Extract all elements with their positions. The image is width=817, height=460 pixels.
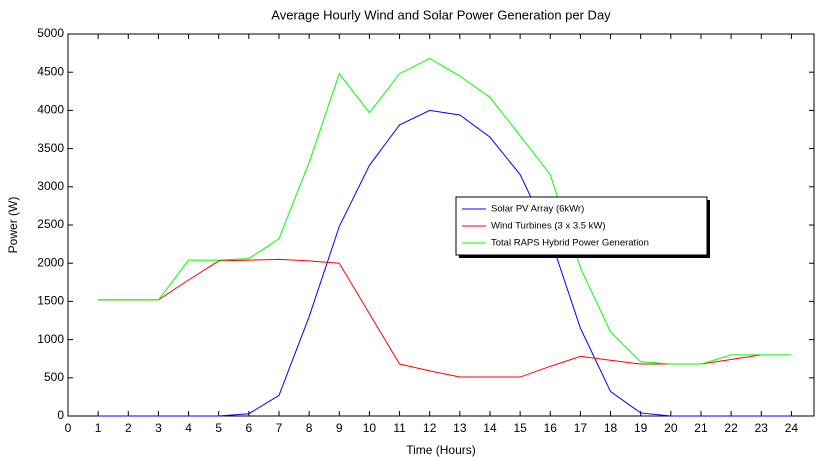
y-tick-label: 0 (57, 408, 64, 422)
x-tick-label: 22 (724, 421, 738, 435)
x-tick-label: 4 (185, 421, 192, 435)
x-tick-label: 17 (574, 421, 588, 435)
x-tick-label: 11 (393, 421, 406, 435)
x-tick-label: 18 (604, 421, 618, 435)
x-tick-label: 23 (755, 421, 769, 435)
series-line (98, 258, 762, 378)
x-tick-label: 16 (544, 421, 558, 435)
legend: Solar PV Array (6kWr) Wind Turbines (3 x … (455, 196, 710, 258)
x-tick-label: 19 (634, 421, 648, 435)
legend-label: Solar PV Array (6kWr) (491, 204, 584, 215)
x-tick-label: 2 (125, 421, 132, 435)
legend-box (455, 196, 708, 256)
x-axis-label: Time (Hours) (406, 443, 476, 457)
y-axis-label: Power (W) (6, 197, 20, 254)
y-tick-label: 500 (44, 370, 64, 384)
series-line (98, 109, 792, 417)
x-tick-label: 0 (65, 421, 72, 435)
y-tick-label: 5000 (37, 26, 64, 40)
x-tick-label: 9 (336, 421, 343, 435)
y-tick-label: 3500 (37, 141, 64, 155)
x-tick-label: 3 (155, 421, 162, 435)
x-tick-label: 13 (453, 421, 467, 435)
x-tick-label: 1 (95, 421, 102, 435)
y-tick-label: 4500 (37, 64, 64, 78)
x-tick-label: 10 (363, 421, 377, 435)
y-tick-label: 2500 (37, 217, 64, 231)
x-tick-label: 7 (276, 421, 283, 435)
x-tick-label: 24 (785, 421, 799, 435)
x-tick-label: 14 (483, 421, 497, 435)
x-tick-label: 20 (664, 421, 678, 435)
chart-title: Average Hourly Wind and Solar Power Gene… (271, 7, 611, 22)
x-tick-label: 21 (694, 421, 708, 435)
x-tick-label: 8 (306, 421, 313, 435)
series-line (98, 57, 792, 365)
y-tick-label: 2000 (37, 255, 64, 269)
x-tick-label: 15 (513, 421, 527, 435)
x-tick-label: 5 (215, 421, 222, 435)
y-tick-label: 3000 (37, 179, 64, 193)
legend-label: Wind Turbines (3 x 3.5 kW) (491, 221, 606, 232)
x-tick-label: 12 (423, 421, 437, 435)
y-tick-label: 1000 (37, 332, 64, 346)
y-tick-label: 1500 (37, 294, 64, 308)
legend-label: Total RAPS Hybrid Power Generation (491, 238, 649, 249)
x-tick-label: 6 (246, 421, 253, 435)
y-tick-label: 4000 (37, 103, 64, 117)
